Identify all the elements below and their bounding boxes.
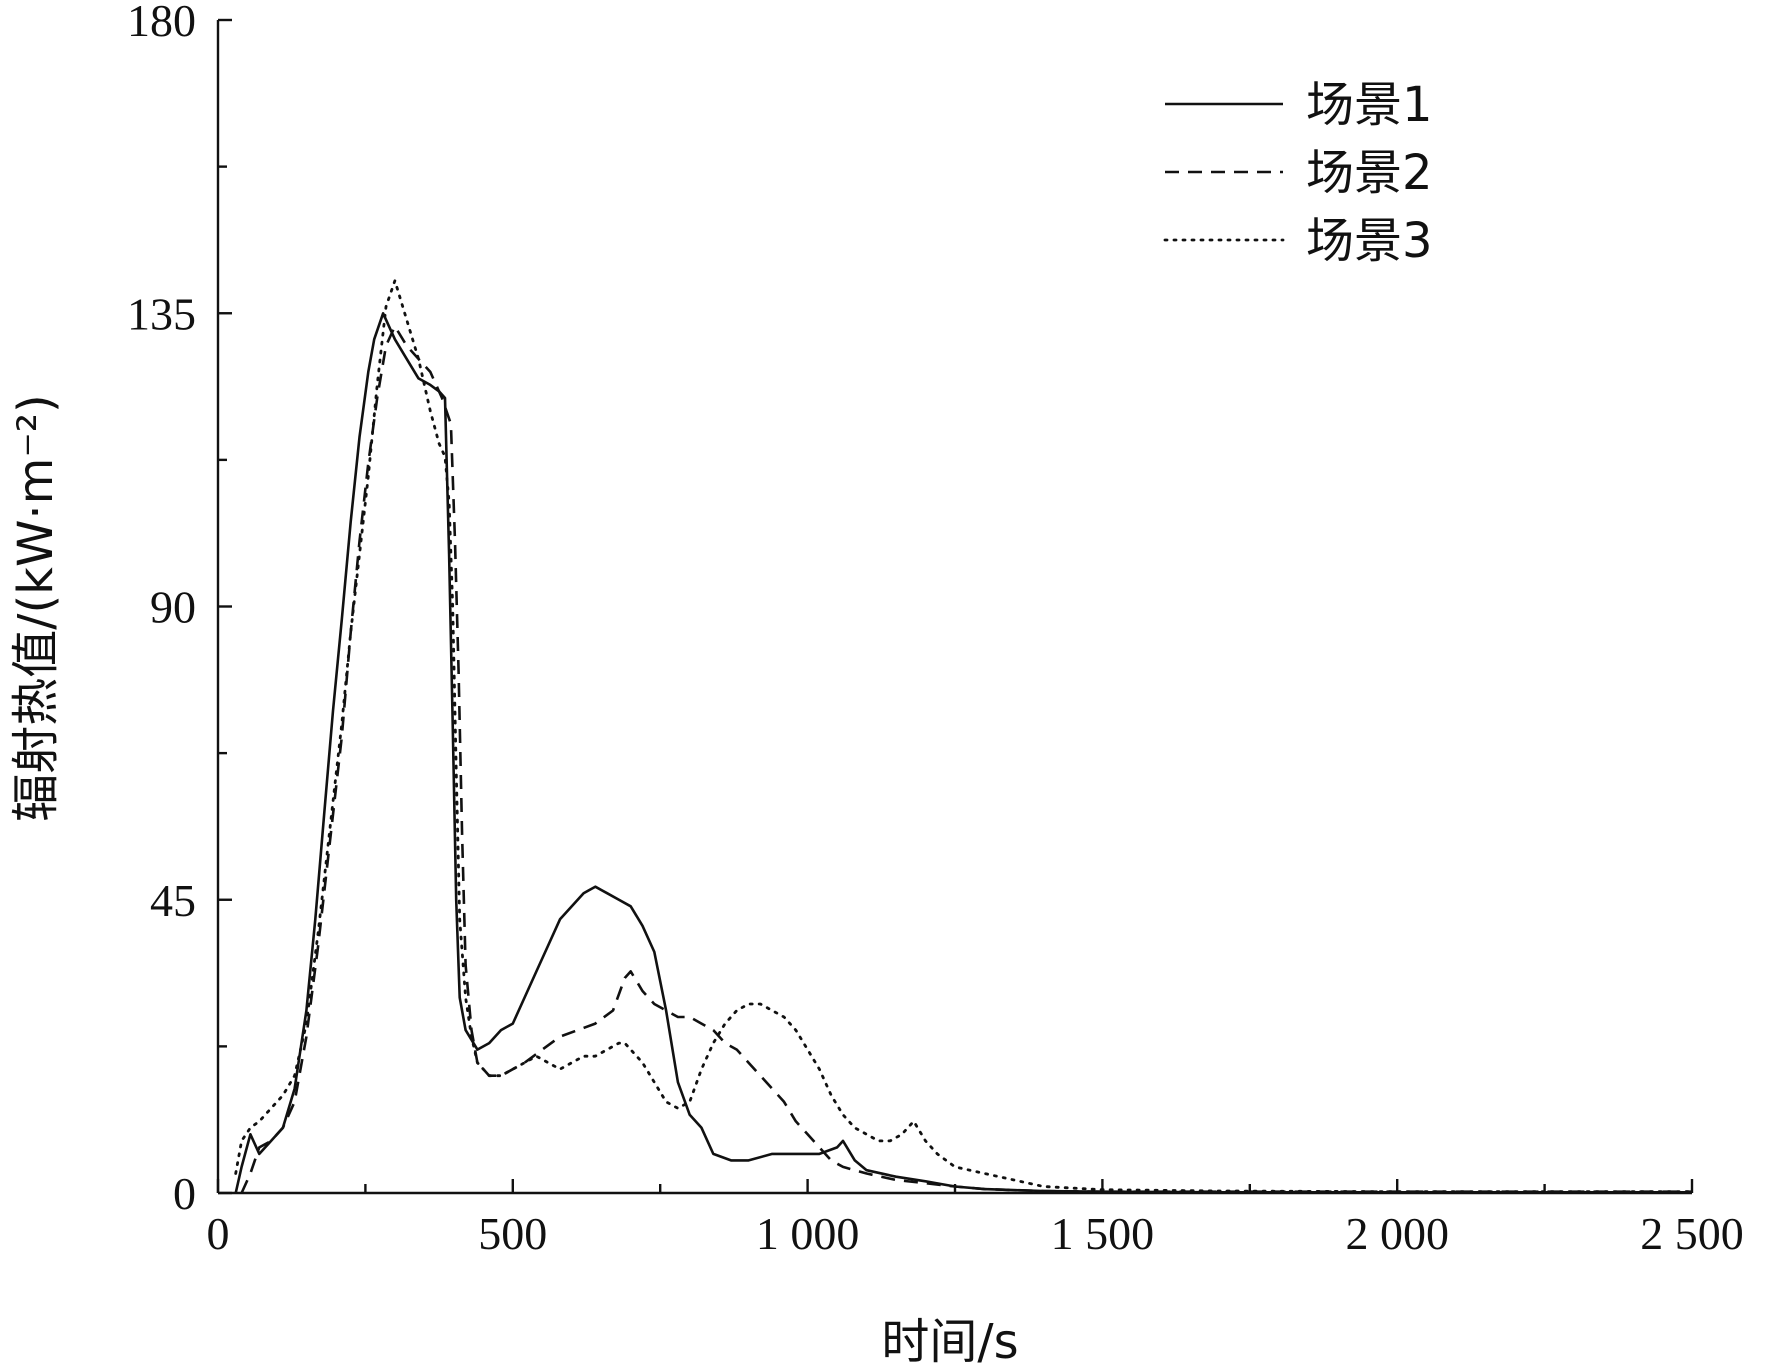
x-tick-label: 500 [478,1208,547,1259]
y-axis-title: 辐射热值/(kW·m⁻²) [8,394,64,821]
x-tick-label: 2 000 [1345,1208,1449,1259]
legend-label-3: 场景3 [1306,213,1433,269]
x-tick-label: 1 000 [756,1208,860,1259]
legend-label-2: 场景2 [1306,145,1433,201]
series-lines [234,279,1694,1194]
series-line-2 [240,325,1692,1194]
y-tick-label: 135 [127,288,196,339]
y-tick-label: 0 [173,1168,196,1219]
y-tick-label: 45 [150,875,196,926]
legend-label-1: 场景1 [1306,77,1433,133]
legend: 场景1 场景2 场景3 [1163,77,1433,269]
x-axis-title: 时间/s [881,1314,1018,1370]
x-tick-label: 2 500 [1640,1208,1744,1259]
x-tick-label: 0 [207,1208,230,1259]
y-tick-label: 90 [150,582,196,633]
series-line-1 [234,312,1692,1194]
x-tick-label: 1 500 [1051,1208,1155,1259]
series-line-3 [234,279,1694,1194]
axes: 0 45 90 135 180 0 500 1 000 1 500 2 000 2 500 [127,0,1744,1259]
y-tick-label: 180 [127,0,196,46]
